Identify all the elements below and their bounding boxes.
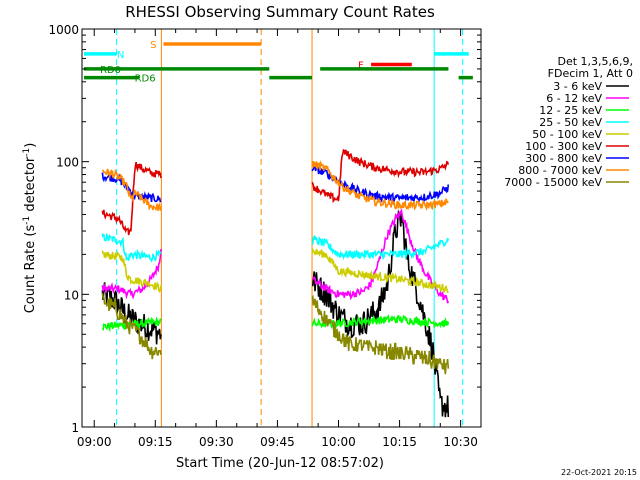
legend-entry-label: 7000 - 15000 keV	[504, 176, 602, 189]
legend-entry-label: 12 - 25 keV	[539, 104, 602, 117]
y-axis-label-part: detector	[23, 156, 38, 216]
legend-entry-label: 25 - 50 keV	[539, 116, 602, 129]
flag-label-S: S	[150, 40, 156, 51]
axes: 1 10 100 1000 09:00 09:15 09:30 09:45 10:00 10:15…	[48, 23, 482, 449]
legend-entry-label: 3 - 6 keV	[553, 80, 602, 93]
x-tick-label: 10:00	[321, 435, 356, 449]
y-tick-label: 100	[56, 156, 79, 170]
series-line-800-7000keV	[101, 168, 162, 212]
legend-header: FDecim 1, Att 0	[548, 67, 633, 80]
y-axis-label-part: -1	[22, 148, 32, 157]
footer-timestamp: 22-Oct-2021 20:15	[561, 468, 637, 477]
y-axis-label-part: -1	[22, 216, 32, 225]
legend-entry-label: 300 - 800 keV	[525, 152, 602, 165]
series-line-6-12keV	[101, 248, 162, 300]
y-tick-label: 1	[71, 421, 79, 435]
x-axis-label: Start Time (20-Jun-12 08:57:02)	[176, 456, 384, 471]
flag-label-F: F	[358, 61, 364, 72]
legend-entry-label: 100 - 300 keV	[525, 140, 602, 153]
legend-entry-label: 6 - 12 keV	[546, 92, 602, 105]
series-line-100-300keV	[311, 148, 450, 204]
series-line-6-12keV	[311, 208, 450, 304]
flag-label-N: N	[117, 50, 124, 61]
series-line-25-50keV	[311, 234, 450, 261]
x-tick-label: 09:30	[199, 435, 234, 449]
y-axis-label-part: )	[23, 143, 38, 148]
chart-title: RHESSI Observing Summary Count Rates	[125, 3, 435, 21]
legend: Det 1,3,5,6,9,FDecim 1, Att 03 - 6 keV6 …	[504, 55, 633, 189]
y-axis-label-part: Count Rate (s	[23, 225, 38, 314]
series-line-50-100keV	[311, 247, 449, 294]
series-line-7000-15000keV	[101, 292, 162, 360]
series-line-50-100keV	[101, 250, 162, 293]
legend-entry-label: 50 - 100 keV	[532, 128, 602, 141]
series-line-300-800keV	[101, 172, 162, 203]
flag-label-RD6: RD6	[135, 74, 156, 85]
flag-label-RD0: RD0	[100, 65, 121, 76]
y-axis-label: Count Rate (s-1 detector-1)	[22, 143, 38, 314]
series-line-100-300keV	[101, 161, 162, 236]
plot-area: N S F RD0 RD6	[84, 29, 473, 427]
legend-entry-label: 800 - 7000 keV	[518, 164, 602, 177]
y-tick-label: 1000	[48, 23, 79, 37]
x-tick-label: 09:15	[138, 435, 173, 449]
x-tick-label: 10:15	[382, 435, 417, 449]
series-line-800-7000keV	[311, 159, 449, 212]
x-tick-label: 09:00	[77, 435, 112, 449]
plot-frame	[81, 28, 482, 428]
x-tick-label: 10:30	[443, 435, 478, 449]
series-line-3-6keV	[311, 209, 450, 418]
series-line-7000-15000keV	[311, 294, 450, 375]
y-tick-label: 10	[64, 288, 79, 302]
x-tick-label: 09:45	[260, 435, 295, 449]
series-line-25-50keV	[101, 232, 162, 263]
legend-header: Det 1,3,5,6,9,	[557, 55, 633, 68]
